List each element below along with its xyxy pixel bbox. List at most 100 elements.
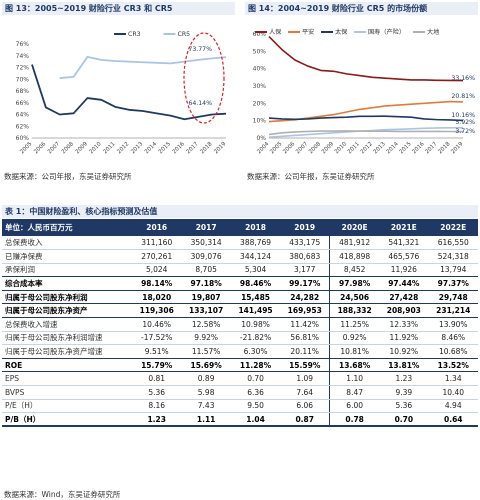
value-cell: 10.40 (428, 385, 478, 400)
value-cell: 208,903 (379, 303, 429, 319)
table-row: 承保利润 5,024 8,705 5,304 3,177 8,452 11,926 13,79… (2, 263, 478, 278)
y-tick-label: 40% (253, 66, 267, 73)
series-line-1 (31, 64, 227, 121)
x-tick-label: 2004 (256, 141, 270, 155)
data-label: 3.72% (455, 128, 475, 135)
value-cell: 433,175 (280, 236, 330, 251)
table-row: 归属于母公司股东净资产增速 9.51% 11.57% 6.30% 20.11% 10.81… (2, 344, 478, 359)
value-cell: 1.10 (329, 371, 380, 387)
value-cell: 1.34 (428, 371, 478, 387)
value-cell: 5.98 (181, 385, 231, 400)
x-tick-label: 2013 (130, 141, 144, 155)
figure-13-source: 数据来源：公司年报，东吴证券研究所 (4, 172, 132, 181)
value-cell: 270,261 (132, 249, 182, 264)
x-tick-label: 2010 (89, 141, 103, 155)
value-cell: 309,076 (181, 249, 231, 264)
value-cell: 99.17% (280, 276, 330, 291)
value-cell: 15.79% (132, 358, 182, 373)
row-label-cell: 已赚净保费 (2, 249, 132, 264)
x-tick-label: 2005 (269, 141, 283, 155)
table-row: 归属于母公司股东净利润 18,020 19,807 15,485 24,282 24,50… (2, 290, 478, 305)
row-label-cell: 归属于母公司股东净资产 (2, 303, 132, 319)
table-row: 归属于母公司股东净利润增速 -17.52% 9.92% -21.82% 56.81% 0.… (2, 331, 478, 346)
x-tick-label: 2011 (102, 141, 116, 155)
x-tick-label: 2009 (75, 141, 89, 155)
table-row: 归属于母公司股东净资产 119,306 133,107 141,495 169,953 1… (2, 303, 478, 319)
value-cell: 188,332 (329, 303, 380, 319)
figure-14-title: 图 14：2004~2019 财险行业 CR5 的市场份额 (245, 2, 478, 15)
series-line-1 (268, 36, 464, 82)
row-label-cell: 归属于母公司股东净利润 (2, 290, 132, 305)
value-cell: 465,576 (379, 249, 429, 264)
x-tick-label: 2017 (186, 141, 200, 155)
series-line-3 (268, 115, 464, 122)
data-label: 5.92% (455, 119, 475, 126)
value-cell: 0.78 (329, 412, 380, 428)
x-tick-label: 2008 (308, 141, 322, 155)
value-cell: 11.92% (379, 331, 429, 346)
header-cell: 2018 (230, 219, 281, 236)
value-cell: 4.94 (428, 399, 478, 414)
value-cell: 0.81 (132, 371, 182, 387)
table-row: 总保费收入 311,160 350,314 388,769 433,175 481,912… (2, 236, 478, 251)
value-cell: 1.04 (230, 412, 281, 428)
data-label: 73.77% (188, 46, 212, 53)
table-row: 综合成本率 98.14% 97.18% 98.46% 99.17% 97.98% 97.44… (2, 276, 478, 291)
y-tick-label: 60% (253, 31, 267, 38)
value-cell: 97.98% (329, 276, 380, 291)
header-cell: 2020E (329, 219, 380, 236)
header-cell: 2022E (428, 219, 478, 236)
value-cell: 10.68% (428, 344, 478, 359)
value-cell: 56.81% (280, 331, 330, 346)
value-cell: 7.43 (181, 399, 231, 414)
x-tick-label: 2012 (360, 141, 374, 155)
row-label-cell: 归属于母公司股东净资产增速 (2, 344, 132, 359)
table-row: EPS 0.81 0.89 0.70 1.09 1.10 1.23 1.34 (2, 371, 478, 387)
series-line-2 (59, 56, 227, 79)
data-label: 33.16% (451, 75, 475, 82)
value-cell: 18,020 (132, 290, 182, 305)
y-tick-label: 70% (16, 76, 30, 83)
table-row: P/E（H） 8.16 7.43 9.50 6.06 6.00 5.36 4.94 (2, 399, 478, 414)
legend-label: 国寿（产险） (368, 28, 405, 36)
y-tick-label: 50% (253, 48, 267, 55)
y-tick-label: 20% (253, 100, 267, 107)
value-cell: 0.87 (280, 412, 330, 428)
value-cell: 9.39 (379, 385, 429, 400)
x-tick-label: 2019 (450, 141, 464, 155)
y-tick-label: 60% (16, 135, 30, 142)
value-cell: 1.23 (132, 412, 182, 428)
row-label-cell: 综合成本率 (2, 276, 132, 291)
x-tick-label: 2014 (386, 141, 400, 155)
value-cell: 15.69% (181, 358, 231, 373)
value-cell: 524,318 (428, 249, 478, 264)
value-cell: 0.70 (230, 371, 281, 387)
value-cell: 8.46% (428, 331, 478, 346)
y-tick-label: 30% (253, 83, 267, 90)
value-cell: 8.16 (132, 399, 182, 414)
value-cell: 311,160 (132, 236, 182, 251)
value-cell: 97.44% (379, 276, 429, 291)
y-tick-label: 10% (253, 118, 267, 125)
value-cell: 20.11% (280, 344, 330, 359)
table-source: 数据来源：Wind，东吴证券研究所 (4, 490, 121, 499)
value-cell: -17.52% (132, 331, 182, 346)
value-cell: 11.28% (230, 358, 281, 373)
value-cell: 15.59% (280, 358, 330, 373)
x-tick-label: 2005 (19, 141, 33, 155)
value-cell: 9.92% (181, 331, 231, 346)
value-cell: 350,314 (181, 236, 231, 251)
value-cell: 0.70 (379, 412, 429, 428)
legend-label: CR5 (178, 31, 191, 38)
legend-label: 人保 (269, 28, 282, 36)
value-cell: 481,912 (329, 236, 380, 251)
value-cell: 10.46% (132, 317, 182, 332)
x-tick-label: 2006 (33, 141, 47, 155)
x-tick-label: 2015 (399, 141, 413, 155)
legend-label: 平安 (302, 28, 314, 36)
value-cell: 231,214 (428, 303, 478, 319)
value-cell: 13.81% (379, 358, 429, 373)
value-cell: 13,794 (428, 263, 478, 278)
table-row: P/B（H） 1.23 1.11 1.04 0.87 0.78 0.70 0.64 (2, 412, 478, 428)
value-cell: 5,304 (230, 263, 281, 278)
